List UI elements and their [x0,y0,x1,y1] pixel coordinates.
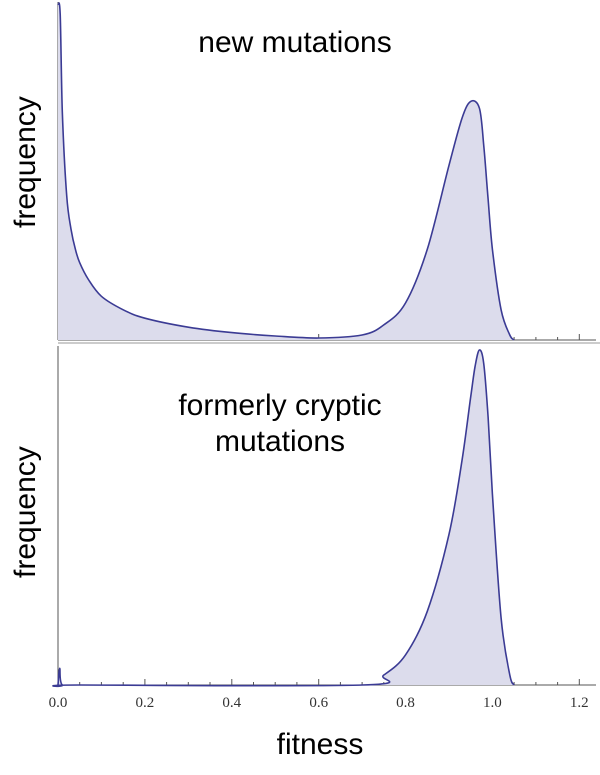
panel-title-bottom-line-2: mutations [214,425,346,458]
x-tick-label: 0.4 [222,695,241,711]
x-tick-label: 0.0 [49,695,68,711]
panel-title-bottom-line-1: formerly cryptic [178,389,382,422]
panel-title-bottom: formerly cryptic mutations [120,388,440,460]
x-tick-label: 0.6 [309,695,328,711]
y-axis-label-top: frequency [9,96,42,228]
y-axis-label-bottom: frequency [9,446,42,578]
x-axis-label: fitness [276,728,364,761]
series-area-new-mutations [58,2,515,341]
panel-formerly-cryptic: 0.0 0.2 0.4 0.6 0.8 1.0 1.2 [49,346,596,711]
series-line-formerly-cryptic [52,349,515,688]
series-line-new-mutations [57,2,515,341]
panel-title-top: new mutations [198,26,392,59]
x-tick-label: 0.8 [396,695,415,711]
x-tick-label: 0.2 [136,695,155,711]
x-tick-label: 1.0 [483,695,502,711]
panel-new-mutations [57,2,596,341]
x-tick-labels: 0.0 0.2 0.4 0.6 0.8 1.0 1.2 [49,695,589,711]
series-area-formerly-cryptic [52,349,515,687]
x-tick-label: 1.2 [570,695,589,711]
